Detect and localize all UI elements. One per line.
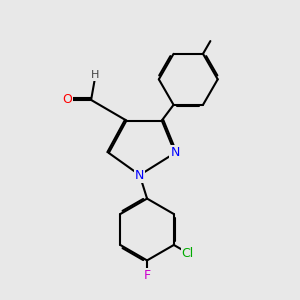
Text: N: N [135,169,144,182]
Text: F: F [143,268,151,282]
Text: O: O [63,93,73,106]
Text: H: H [91,70,100,80]
Text: N: N [170,146,180,159]
Text: Cl: Cl [182,247,194,260]
